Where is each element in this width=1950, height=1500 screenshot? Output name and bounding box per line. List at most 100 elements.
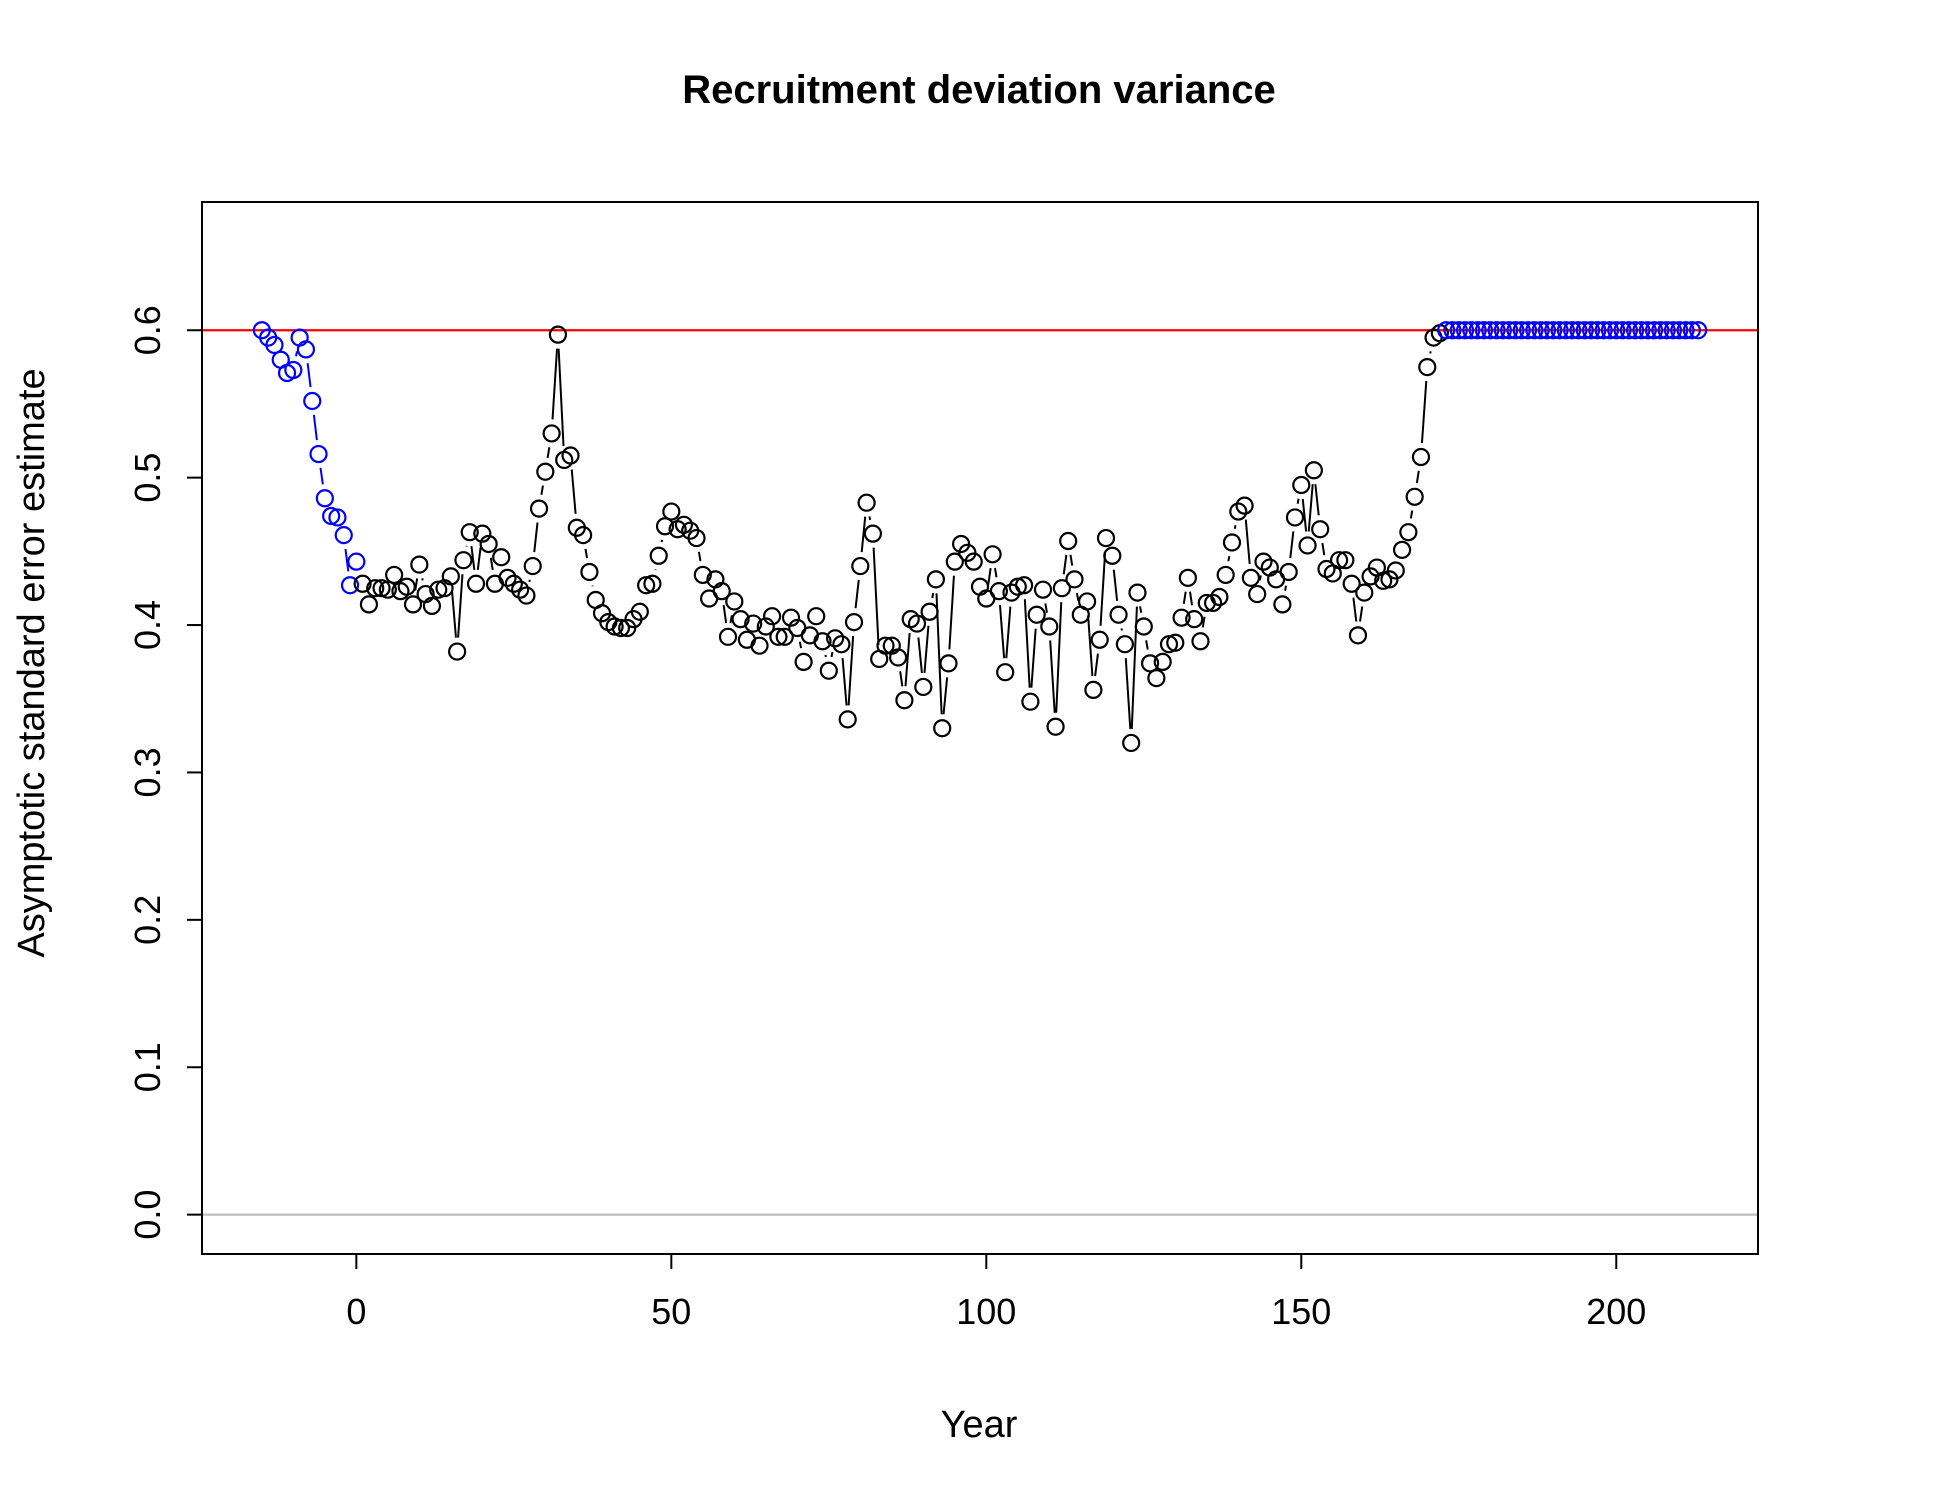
series-segment: [1182, 591, 1187, 604]
series-segment: [312, 414, 318, 441]
data-point-main: [763, 607, 782, 626]
data-point-forecast: [1626, 321, 1645, 340]
data-point-forecast: [1525, 321, 1544, 340]
data-point-main: [1405, 487, 1424, 506]
x-tick-label: 50: [651, 1291, 691, 1332]
x-tick-label: 100: [956, 1291, 1016, 1332]
series-segment: [1359, 606, 1364, 622]
series-segment: [917, 637, 923, 674]
data-point-main: [1216, 565, 1235, 585]
series-segment: [1227, 556, 1231, 562]
series-segment: [533, 522, 539, 553]
data-point-main: [1134, 617, 1153, 636]
data-point-main: [498, 568, 517, 587]
data-point-main: [1128, 583, 1147, 602]
data-point-main: [1418, 357, 1437, 377]
data-point-main: [1103, 546, 1122, 565]
data-point-main: [523, 556, 542, 576]
series-segment: [1409, 510, 1414, 519]
series-segment: [306, 363, 312, 388]
data-point-main: [889, 648, 908, 667]
series-segment: [1415, 470, 1420, 484]
data-point-forecast: [1481, 321, 1500, 340]
data-point-main: [504, 574, 523, 593]
data-point-main: [718, 627, 738, 646]
data-point-main: [1090, 630, 1109, 649]
data-point-main: [536, 462, 555, 481]
data-point-main: [542, 424, 561, 443]
series-segment: [1258, 575, 1262, 581]
plot-frame: [201, 201, 1759, 1255]
data-point-forecast: [1556, 321, 1575, 340]
data-point-main: [693, 565, 712, 585]
data-point-main: [1311, 520, 1330, 539]
data-point-main: [1178, 568, 1197, 587]
data-point-main: [1115, 635, 1134, 654]
data-point-main: [1285, 508, 1305, 527]
data-point-forecast: [1449, 321, 1468, 340]
data-point-main: [826, 629, 845, 648]
data-point-main: [914, 677, 933, 697]
data-point-main: [1386, 561, 1405, 580]
data-point-main: [643, 574, 662, 593]
data-point-main: [580, 562, 599, 582]
data-point-forecast: [1474, 321, 1494, 340]
data-point-forecast: [1462, 321, 1481, 340]
data-point-main: [378, 580, 397, 599]
data-point-forecast: [1644, 321, 1664, 340]
data-point-main: [611, 618, 631, 638]
data-point-main: [1191, 632, 1210, 651]
series-segment: [489, 557, 494, 571]
data-point-forecast: [1544, 321, 1563, 340]
series-segment: [1023, 599, 1031, 688]
data-point-forecast: [1493, 321, 1512, 340]
data-point-main: [712, 582, 731, 601]
data-point-main: [1084, 680, 1103, 699]
data-point-main: [1033, 580, 1053, 599]
data-point-main: [687, 528, 706, 548]
series-segment: [1307, 484, 1314, 532]
data-point-main: [731, 610, 750, 629]
data-point-forecast: [1632, 321, 1651, 340]
data-point-main: [996, 663, 1015, 682]
data-point-forecast: [1455, 321, 1475, 340]
data-point-main: [838, 710, 857, 729]
data-point-main: [939, 654, 958, 673]
data-point-main: [964, 552, 983, 571]
data-point-forecast: [1443, 321, 1462, 340]
series-segment: [1321, 542, 1326, 556]
data-point-main: [1153, 652, 1172, 671]
data-point-forecast: [1575, 321, 1594, 340]
series-segment: [584, 548, 589, 559]
series-segment: [1005, 606, 1012, 659]
series-segment: [697, 551, 702, 562]
data-point-main: [1096, 528, 1116, 548]
data-point-main: [926, 570, 946, 589]
series-segment: [860, 516, 867, 553]
series-segment: [899, 671, 904, 687]
data-point-main: [1342, 574, 1361, 593]
series-segment: [319, 467, 324, 485]
data-point-main: [1040, 617, 1059, 636]
x-tick-label: 200: [1586, 1291, 1646, 1332]
series-segment: [551, 348, 559, 420]
data-point-early: [309, 444, 328, 464]
data-point-early: [296, 340, 316, 359]
series-segment: [1087, 615, 1094, 677]
data-point-main: [655, 517, 675, 536]
series-segment: [557, 348, 565, 447]
series-segment: [1420, 380, 1428, 444]
data-point-forecast: [1657, 321, 1676, 340]
data-point-main: [895, 691, 914, 710]
data-point-forecast: [1518, 321, 1538, 340]
y-tick-label: 0.2: [127, 895, 168, 945]
series-segment: [1201, 616, 1206, 628]
series-segment: [1112, 569, 1119, 601]
data-point-forecast: [1437, 321, 1456, 340]
data-point-early: [303, 391, 322, 411]
data-point-main: [933, 719, 952, 738]
data-point-main: [876, 636, 895, 655]
series-segment: [1094, 653, 1099, 677]
data-point-main: [1411, 447, 1431, 467]
data-point-main: [832, 635, 851, 654]
